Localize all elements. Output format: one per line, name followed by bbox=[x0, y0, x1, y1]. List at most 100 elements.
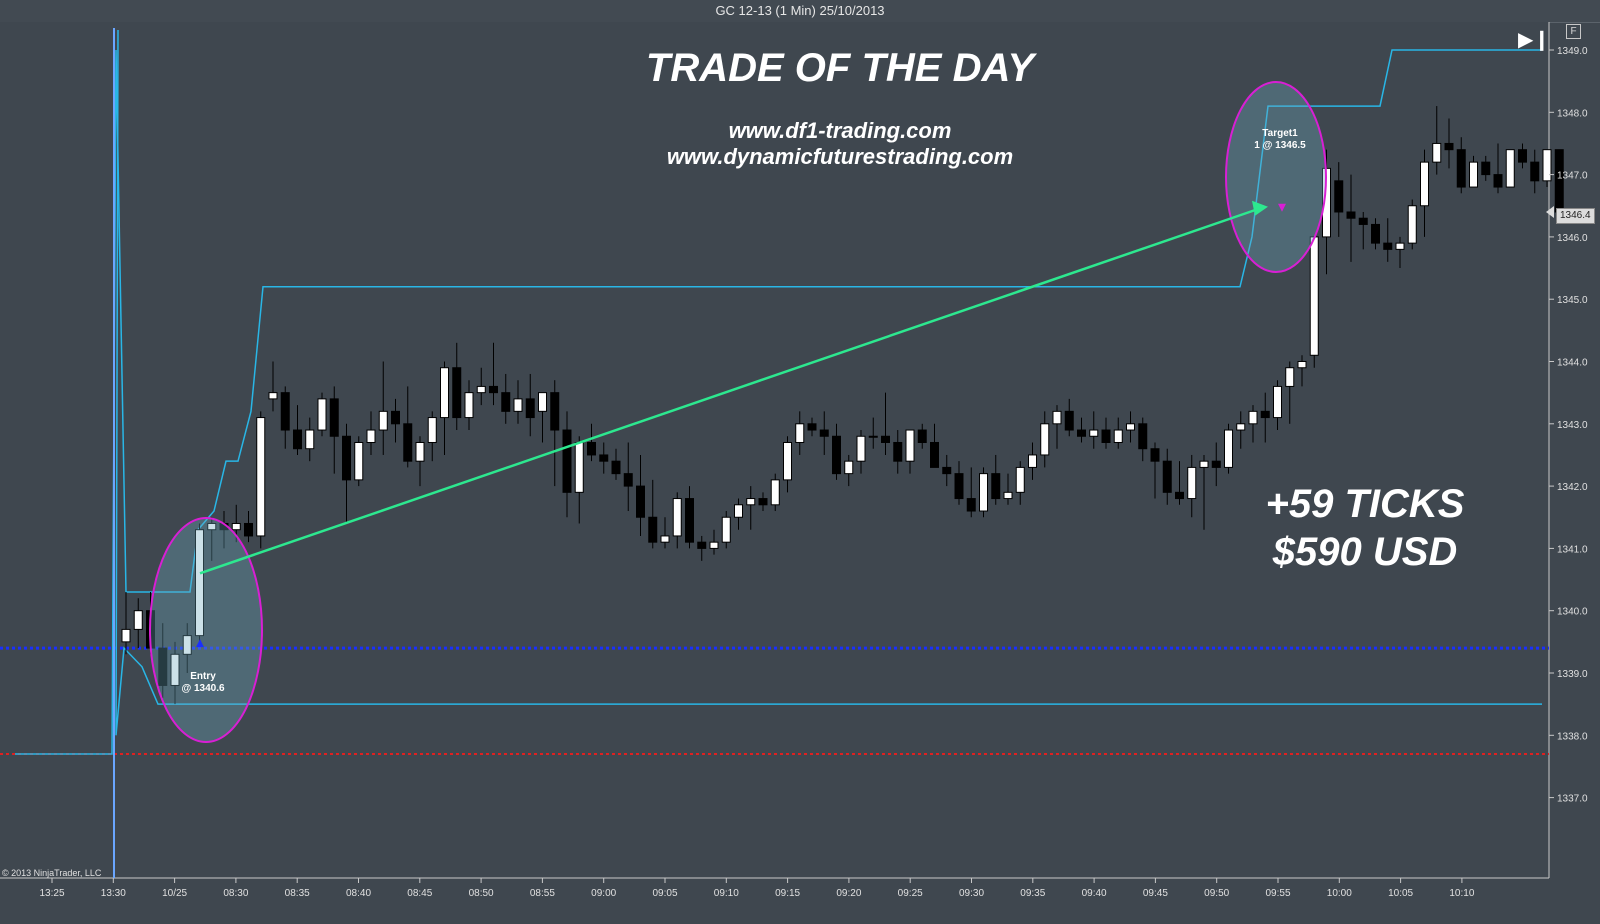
candle-body-up bbox=[476, 385, 486, 394]
candle-body-down bbox=[807, 423, 817, 431]
candle-body-down bbox=[244, 522, 253, 537]
channel-lines bbox=[15, 28, 1542, 878]
candle-body-up bbox=[1126, 423, 1135, 431]
price-tick-label: 1344.0 bbox=[1557, 358, 1588, 369]
candle-body-up bbox=[1285, 367, 1295, 387]
candle-body-up bbox=[746, 498, 756, 506]
candle-body-down bbox=[391, 410, 400, 425]
candle-body-down bbox=[1260, 410, 1270, 419]
time-axis: 13:25 13:30 10/25 08:30 08:35 08:40 08:45 08:50… bbox=[39, 878, 1475, 899]
price-tick-label: 1341.0 bbox=[1557, 544, 1588, 555]
candle-body-down bbox=[1334, 180, 1344, 213]
candle-body-up bbox=[672, 498, 682, 537]
profit-usd: $590 USD bbox=[1272, 530, 1458, 574]
candle-body-up bbox=[195, 529, 204, 637]
channel-upper-line bbox=[15, 49, 1542, 755]
time-tick-label: 13:25 bbox=[39, 888, 64, 899]
candle-body-down bbox=[1481, 161, 1491, 176]
candle-body-up bbox=[415, 441, 425, 462]
candle-body-up bbox=[783, 441, 792, 481]
time-tick-label: 09:55 bbox=[1265, 888, 1290, 899]
candle-body-down bbox=[403, 423, 413, 462]
candle-body-down bbox=[1150, 448, 1160, 462]
candle-body-down bbox=[158, 647, 168, 686]
candle-body-down bbox=[697, 541, 707, 549]
candle-body-down bbox=[525, 398, 535, 419]
candle-body-up bbox=[1199, 460, 1209, 468]
time-tick-label: 10:10 bbox=[1449, 888, 1474, 899]
profit-ticks: +59 TICKS bbox=[1265, 482, 1465, 526]
price-axis: 1349.0 1348.0 1347.0 1346.0 1345.0 1344.0 1343… bbox=[1549, 46, 1588, 805]
candle-body-up bbox=[1309, 236, 1319, 356]
candle-body-down bbox=[1456, 149, 1466, 188]
time-tick-label: 08:30 bbox=[223, 888, 248, 899]
candle-body-down bbox=[1077, 429, 1086, 437]
candle-body-down bbox=[550, 392, 560, 431]
entry-marker-icon bbox=[196, 639, 204, 648]
entry-highlight-ellipse bbox=[149, 517, 263, 743]
candle-body-down bbox=[623, 473, 633, 487]
skip-to-end-icon[interactable]: ▶❙ bbox=[1518, 29, 1551, 51]
price-tick-label: 1346.0 bbox=[1557, 233, 1588, 244]
time-tick-label: 08:35 bbox=[285, 888, 310, 899]
candle-body-up bbox=[133, 610, 143, 630]
time-tick-label: 09:25 bbox=[898, 888, 923, 899]
price-tick-label: 1347.0 bbox=[1557, 171, 1588, 182]
window-title: GC 12-13 (1 Min) 25/10/2013 bbox=[0, 0, 1600, 23]
time-tick-label: 13:30 bbox=[101, 888, 126, 899]
candle-body-up bbox=[121, 628, 131, 643]
candle-body-up bbox=[868, 435, 878, 438]
candle-body-up bbox=[1113, 429, 1123, 443]
price-tick-label: 1339.0 bbox=[1557, 669, 1588, 680]
candle-body-up bbox=[170, 653, 180, 686]
candle-body-down bbox=[636, 485, 645, 518]
candle-body-up bbox=[1420, 161, 1429, 207]
candle-body-down bbox=[587, 441, 596, 456]
candle-body-up bbox=[844, 460, 854, 475]
candle-body-down bbox=[342, 435, 351, 481]
candle-body-up bbox=[256, 417, 266, 537]
target-price-label: 1 @ 1346.5 bbox=[1254, 140, 1306, 151]
candle-body-down bbox=[599, 454, 609, 462]
time-tick-label: 09:45 bbox=[1143, 888, 1168, 899]
candle-body-up bbox=[1003, 491, 1013, 500]
headline-title: TRADE OF THE DAY bbox=[645, 46, 1035, 90]
headline-url-2[interactable]: www.dynamicfuturestrading.com bbox=[666, 144, 1014, 169]
candle-body-up bbox=[464, 392, 474, 419]
candle-body-down bbox=[611, 460, 621, 475]
candle-body-down bbox=[930, 441, 939, 468]
price-tick-label: 1342.0 bbox=[1557, 482, 1588, 493]
time-tick-label: 08:55 bbox=[530, 888, 555, 899]
time-tick-label: 10/25 bbox=[162, 888, 187, 899]
candle-body-up bbox=[366, 429, 376, 443]
price-tick-label: 1348.0 bbox=[1557, 108, 1588, 119]
time-tick-label: 09:05 bbox=[652, 888, 677, 899]
candle-body-down bbox=[1371, 223, 1380, 244]
candle-body-up bbox=[1052, 410, 1062, 425]
time-tick-label: 09:00 bbox=[591, 888, 616, 899]
price-tick-label: 1345.0 bbox=[1557, 295, 1588, 306]
candle-body-up bbox=[709, 541, 719, 549]
price-tick-label: 1338.0 bbox=[1557, 731, 1588, 742]
time-tick-label: 08:50 bbox=[469, 888, 494, 899]
candle-body-down bbox=[1518, 149, 1527, 163]
candlestick-chart: 1349.0 1348.0 1347.0 1346.0 1345.0 1344.0 1343… bbox=[0, 22, 1588, 899]
entry-price-label: @ 1340.6 bbox=[181, 683, 225, 694]
candle-body-down bbox=[648, 516, 658, 543]
headline-url-1[interactable]: www.df1-trading.com bbox=[728, 118, 952, 143]
candle-body-up bbox=[795, 423, 805, 443]
candle-body-up bbox=[660, 535, 670, 543]
time-tick-label: 09:30 bbox=[959, 888, 984, 899]
candle-body-up bbox=[1248, 410, 1258, 425]
candle-body-down bbox=[893, 441, 903, 462]
time-tick-label: 09:50 bbox=[1204, 888, 1229, 899]
price-tick-label: 1337.0 bbox=[1557, 794, 1588, 805]
candle-body-down bbox=[917, 429, 927, 443]
time-tick-label: 09:20 bbox=[836, 888, 861, 899]
channel-lower-line bbox=[115, 29, 1542, 736]
candle-body-up bbox=[538, 392, 547, 412]
candle-body-up bbox=[770, 479, 780, 506]
f-toggle-button[interactable]: F bbox=[1566, 24, 1581, 39]
candle-body-up bbox=[513, 398, 523, 412]
candle-body-down bbox=[819, 429, 829, 437]
